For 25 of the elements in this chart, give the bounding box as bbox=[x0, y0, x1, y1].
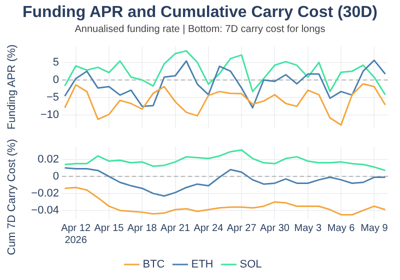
y-axis-title: Funding APR (%) bbox=[6, 44, 18, 130]
legend-label: SOL bbox=[240, 258, 262, 271]
y-tick-label: −5 bbox=[46, 92, 59, 104]
y-tick-label: 0.02 bbox=[38, 153, 59, 166]
x-tick-label: Apr 30 bbox=[260, 222, 290, 234]
y-tick-label: 0 bbox=[52, 74, 59, 86]
x-tick-label: Apr 27 bbox=[226, 222, 257, 234]
x-tick-label: Apr 18 bbox=[127, 222, 158, 234]
y-axis-title: Cum 7D Carry Cost (%) bbox=[6, 139, 18, 256]
legend-label: BTC bbox=[142, 258, 165, 271]
y-tick-label: −0.04 bbox=[31, 204, 59, 217]
x-tick-label: Apr 21 bbox=[160, 222, 190, 234]
x-tick-label: Apr 15 bbox=[94, 222, 124, 234]
y-tick-label: 5 bbox=[52, 56, 59, 68]
x-tick-label: May 6 bbox=[327, 222, 356, 234]
x-tick-label: May 9 bbox=[360, 222, 388, 234]
y-tick-label: 0 bbox=[52, 170, 59, 182]
x-tick-label: May 3 bbox=[294, 222, 322, 234]
x-tick-label: Apr 12 2026 bbox=[61, 222, 91, 246]
chart-subtitle: Annualised funding rate | Bottom: 7D carry cost for longs bbox=[74, 23, 326, 37]
y-tick-label: −0.02 bbox=[31, 187, 59, 200]
chart-title: Funding APR and Cumulative Carry Cost (30D) bbox=[22, 3, 378, 23]
y-tick-label: −10 bbox=[40, 109, 59, 122]
x-tick-label: Apr 24 bbox=[194, 222, 224, 234]
legend-label: ETH bbox=[191, 258, 214, 271]
